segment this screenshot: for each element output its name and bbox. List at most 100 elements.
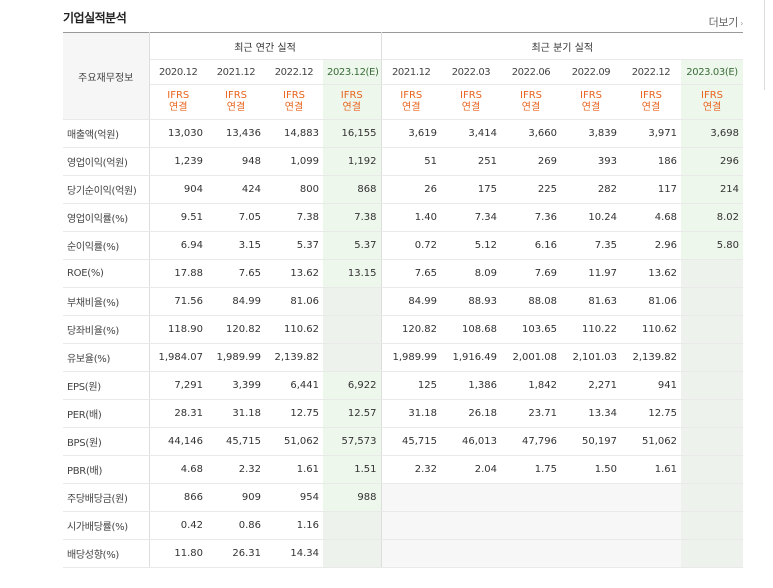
value-cell: 1,984.07 bbox=[149, 343, 207, 372]
value-cell: 45,715 bbox=[207, 427, 265, 456]
table-row: 유보율(%) 1,984.07 1,989.99 2,139.82 1,989.99 1,… bbox=[63, 343, 744, 372]
ifrs-badge: IFRS 연결 bbox=[681, 84, 744, 120]
value-cell: 81.63 bbox=[561, 287, 621, 316]
value-cell bbox=[621, 511, 681, 540]
value-cell: 424 bbox=[207, 175, 265, 204]
value-cell bbox=[561, 483, 621, 512]
value-cell: 2.96 bbox=[621, 231, 681, 260]
table-row: 순이익률(%) 6.94 3.15 5.37 5.37 0.72 5.12 6.16 7.35 2… bbox=[63, 231, 744, 260]
value-cell: 904 bbox=[149, 175, 207, 204]
table-body: 매출액(억원) 13,030 13,436 14,883 16,155 3,619 3,41… bbox=[63, 119, 744, 568]
value-cell bbox=[381, 483, 441, 512]
value-cell: 11.97 bbox=[561, 259, 621, 288]
table-row: PBR(배) 4.68 2.32 1.61 1.51 2.32 2.04 1.75 1.50 1.… bbox=[63, 455, 744, 484]
row-label: BPS(원) bbox=[63, 427, 150, 456]
ifrs-badge: IFRS 연결 bbox=[501, 84, 561, 120]
period-header: 2023.03(E) bbox=[681, 59, 744, 85]
value-cell: 1.75 bbox=[501, 455, 561, 484]
value-cell bbox=[561, 511, 621, 540]
value-cell: 7.69 bbox=[501, 259, 561, 288]
table-row: 영업이익률(%) 9.51 7.05 7.38 7.38 1.40 7.34 7.36 10.2… bbox=[63, 203, 744, 232]
more-link[interactable]: 더보기 › bbox=[708, 14, 744, 30]
value-cell: 31.18 bbox=[381, 399, 441, 428]
value-cell: 1,192 bbox=[323, 147, 382, 176]
value-cell bbox=[381, 539, 441, 568]
table-row: 영업이익(억원) 1,239 948 1,099 1,192 51 251 269 393 186… bbox=[63, 147, 744, 176]
row-label: 영업이익(억원) bbox=[63, 147, 150, 176]
ifrs-label: IFRS bbox=[640, 90, 662, 101]
value-cell: 2.32 bbox=[381, 455, 441, 484]
annual-group-header: 최근 연간 실적 bbox=[149, 32, 382, 60]
value-cell bbox=[681, 399, 744, 428]
ifrs-badge: IFRS 연결 bbox=[621, 84, 681, 120]
value-cell: 14,883 bbox=[265, 119, 323, 148]
period-header: 2022.06 bbox=[501, 59, 561, 85]
value-cell: 2.04 bbox=[441, 455, 501, 484]
value-cell: 26.18 bbox=[441, 399, 501, 428]
value-cell: 28.31 bbox=[149, 399, 207, 428]
value-cell bbox=[681, 427, 744, 456]
value-cell: 3,839 bbox=[561, 119, 621, 148]
table-row: 매출액(억원) 13,030 13,436 14,883 16,155 3,619 3,41… bbox=[63, 119, 744, 148]
value-cell: 14.34 bbox=[265, 539, 323, 568]
ifrs-badge: IFRS 연결 bbox=[561, 84, 621, 120]
value-cell: 1.61 bbox=[621, 455, 681, 484]
chevron-right-icon: › bbox=[740, 19, 743, 28]
row-label: 당기순이익(억원) bbox=[63, 175, 150, 204]
row-label: PER(배) bbox=[63, 399, 150, 428]
section-header: 기업실적분석 더보기 › bbox=[63, 9, 743, 29]
value-cell: 7.65 bbox=[207, 259, 265, 288]
table-row: 부채비율(%) 71.56 84.99 81.06 84.99 88.93 88.08 81.… bbox=[63, 287, 744, 316]
value-cell: 1.51 bbox=[323, 455, 382, 484]
row-label: 주당배당금(원) bbox=[63, 483, 150, 512]
value-cell: 3,660 bbox=[501, 119, 561, 148]
value-cell: 88.08 bbox=[501, 287, 561, 316]
value-cell: 13.15 bbox=[323, 259, 382, 288]
value-cell: 2,139.82 bbox=[621, 343, 681, 372]
value-cell: 1,099 bbox=[265, 147, 323, 176]
ifrs-label: IFRS bbox=[460, 90, 482, 101]
value-cell: 1.16 bbox=[265, 511, 323, 540]
row-label: 당좌비율(%) bbox=[63, 315, 150, 344]
ifrs-label: IFRS bbox=[283, 90, 305, 101]
value-cell: 23.71 bbox=[501, 399, 561, 428]
value-cell: 3,698 bbox=[681, 119, 744, 148]
value-cell: 5.37 bbox=[323, 231, 382, 260]
value-cell: 2,001.08 bbox=[501, 343, 561, 372]
value-cell: 13,436 bbox=[207, 119, 265, 148]
value-cell bbox=[441, 539, 501, 568]
value-cell: 909 bbox=[207, 483, 265, 512]
consolidated-label: 연결 bbox=[402, 102, 421, 113]
value-cell: 10.24 bbox=[561, 203, 621, 232]
value-cell bbox=[323, 287, 382, 316]
value-cell: 7.36 bbox=[501, 203, 561, 232]
value-cell: 2,139.82 bbox=[265, 343, 323, 372]
value-cell: 110.62 bbox=[621, 315, 681, 344]
period-row: 2020.12 2021.12 2022.12 2023.12(E) 2021.12 20… bbox=[63, 59, 744, 85]
more-link-label: 더보기 bbox=[708, 16, 739, 29]
value-cell: 108.68 bbox=[441, 315, 501, 344]
value-cell: 16,155 bbox=[323, 119, 382, 148]
side-divider bbox=[764, 0, 765, 90]
table-row: PER(배) 28.31 31.18 12.75 12.57 31.18 26.18 23.7… bbox=[63, 399, 744, 428]
value-cell bbox=[681, 259, 744, 288]
ifrs-row: IFRS 연결 IFRS 연결 IFRS 연결 IFRS 연결 IFRS 연결 IFRS 연결 IFRS… bbox=[63, 84, 744, 120]
value-cell bbox=[501, 539, 561, 568]
value-cell: 1,916.49 bbox=[441, 343, 501, 372]
value-cell bbox=[323, 539, 382, 568]
value-cell: 0.86 bbox=[207, 511, 265, 540]
ifrs-label: IFRS bbox=[225, 90, 247, 101]
value-cell bbox=[681, 343, 744, 372]
value-cell: 9.51 bbox=[149, 203, 207, 232]
value-cell: 7.05 bbox=[207, 203, 265, 232]
value-cell: 7.35 bbox=[561, 231, 621, 260]
consolidated-label: 연결 bbox=[702, 102, 722, 113]
value-cell: 47,796 bbox=[501, 427, 561, 456]
value-cell: 225 bbox=[501, 175, 561, 204]
value-cell bbox=[681, 371, 744, 400]
value-cell: 13,030 bbox=[149, 119, 207, 148]
quarter-group-header: 최근 분기 실적 bbox=[381, 32, 744, 60]
value-cell bbox=[441, 483, 501, 512]
value-cell: 46,013 bbox=[441, 427, 501, 456]
table-row: 시가배당률(%) 0.42 0.86 1.16 bbox=[63, 511, 744, 540]
